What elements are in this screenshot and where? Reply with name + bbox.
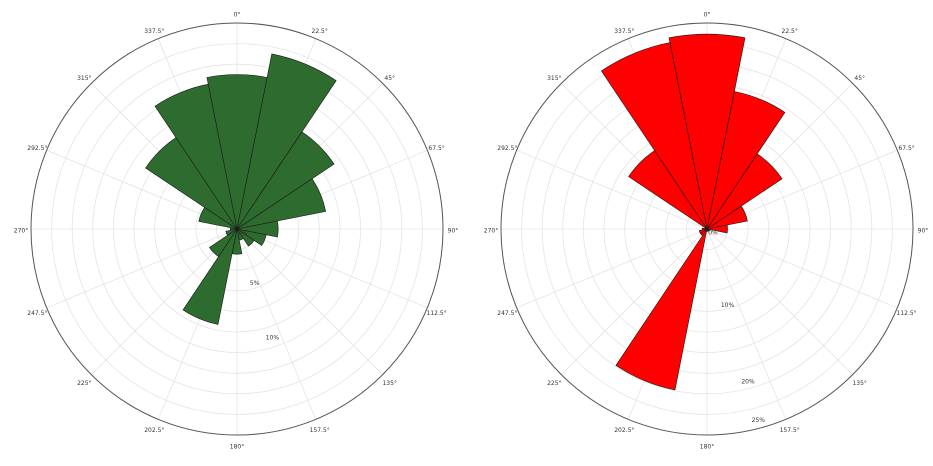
radial-tick-label: 0% xyxy=(238,230,248,237)
angle-label: 315° xyxy=(547,75,561,82)
angle-label: 337.5° xyxy=(614,28,634,35)
bar-45° xyxy=(236,131,335,230)
bar-270° xyxy=(701,227,708,231)
bar-22.5° xyxy=(236,53,337,230)
angle-label: 22.5° xyxy=(782,28,798,35)
angle-label: 157.5° xyxy=(310,427,330,434)
radial-tick-label: 10% xyxy=(266,334,280,341)
bar-337.5° xyxy=(600,42,708,230)
angle-label: 202.5° xyxy=(614,427,634,434)
grid-spoke xyxy=(706,228,898,309)
grid-spoke xyxy=(236,228,383,375)
grid-spoke xyxy=(236,228,317,420)
grid-spoke xyxy=(706,228,853,375)
angle-label: 292.5° xyxy=(497,145,517,152)
radial-tick-label: 0% xyxy=(708,230,718,237)
angle-label: 270° xyxy=(14,228,28,235)
bar-0° xyxy=(668,33,746,230)
angle-label: 135° xyxy=(382,380,396,387)
angle-label: 0° xyxy=(704,12,711,19)
bar-45° xyxy=(706,153,783,230)
grid-spoke xyxy=(236,228,428,309)
bar-202.5° xyxy=(615,228,708,391)
angle-label: 157.5° xyxy=(780,427,800,434)
angle-label: 270° xyxy=(484,228,498,235)
angle-label: 112.5° xyxy=(427,310,447,317)
angle-label: 202.5° xyxy=(144,427,164,434)
grid-spoke xyxy=(46,228,238,309)
bar-90° xyxy=(236,220,279,238)
angle-label: 67.5° xyxy=(428,145,444,152)
bar-247.5° xyxy=(225,228,238,236)
bar-90° xyxy=(706,224,728,234)
angle-label: 225° xyxy=(547,380,561,387)
angle-label: 180° xyxy=(700,444,714,451)
radial-tick-label: 25% xyxy=(752,417,766,424)
grid-spoke xyxy=(706,228,787,420)
bar-225° xyxy=(208,228,238,258)
angle-label: 45° xyxy=(384,75,395,82)
angle-label: 292.5° xyxy=(27,145,47,152)
grid-spoke xyxy=(561,228,708,375)
angle-label: 22.5° xyxy=(312,28,328,35)
bar-67.5° xyxy=(236,178,327,230)
radial-tick-label: 10% xyxy=(721,302,735,309)
bar-247.5° xyxy=(698,228,708,234)
angle-label: 180° xyxy=(230,444,244,451)
angle-label: 0° xyxy=(234,12,241,19)
angle-label: 90° xyxy=(918,228,929,235)
angle-label: 337.5° xyxy=(144,28,164,35)
bar-202.5° xyxy=(182,228,238,325)
bar-337.5° xyxy=(154,83,238,230)
angle-label: 90° xyxy=(448,228,459,235)
grid-spoke xyxy=(91,228,238,375)
angle-label: 67.5° xyxy=(898,145,914,152)
bar-112.5° xyxy=(236,228,267,246)
bar-135° xyxy=(236,228,255,247)
radial-tick-label: 20% xyxy=(741,379,755,386)
bar-22.5° xyxy=(706,91,786,230)
angle-label: 112.5° xyxy=(897,310,917,317)
angle-label: 315° xyxy=(77,75,91,82)
angle-label: 45° xyxy=(854,75,865,82)
angle-label: 135° xyxy=(852,380,866,387)
grid-spoke xyxy=(516,228,708,309)
angle-label: 247.5° xyxy=(27,310,47,317)
angle-label: 247.5° xyxy=(497,310,517,317)
grid-spoke xyxy=(516,149,708,230)
angle-label: 225° xyxy=(77,380,91,387)
bar-67.5° xyxy=(706,205,748,230)
radial-tick-label: 5% xyxy=(250,280,260,287)
wind-rose-1: 0° 22.5° 45° 67.5° 90° 112.5° 135° 157.5° 180° 20… xyxy=(14,12,459,451)
wind-rose-2: 0° 22.5° 45° 67.5° 90° 112.5° 135° 157.5° 180° 20… xyxy=(484,12,929,451)
outer-circle xyxy=(500,22,914,436)
outer-circle xyxy=(30,22,444,436)
